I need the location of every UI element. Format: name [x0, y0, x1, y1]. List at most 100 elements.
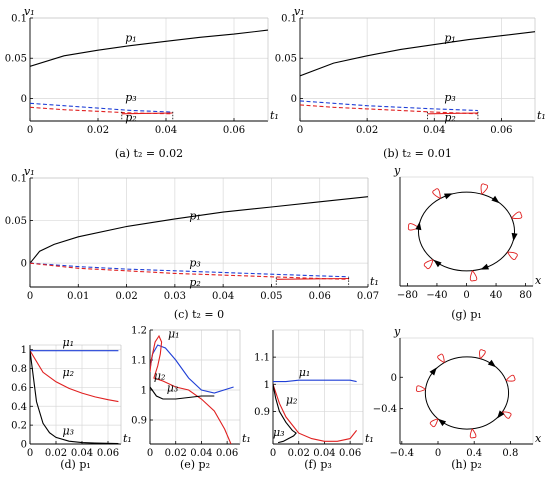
- x-axis-label: t₁: [242, 432, 251, 445]
- frame-g: [399, 176, 534, 287]
- series-label: p₃: [125, 91, 136, 104]
- series-label: p₂: [125, 111, 136, 124]
- panel-caption: (e) p₂: [180, 458, 210, 471]
- orbit-arrow: [480, 263, 489, 270]
- y-tick-label: 0.1: [281, 14, 297, 25]
- x-tick-label: 0: [27, 125, 33, 136]
- x-tick-label: 0.05: [260, 291, 282, 302]
- panel-caption: (g) p₁: [451, 308, 482, 321]
- series-μ₃: [30, 350, 119, 444]
- y-tick-label: 0: [21, 259, 27, 270]
- series-μ₁: [273, 379, 357, 383]
- y-tick-label: 0.4: [11, 402, 27, 413]
- orbit-arrow: [511, 232, 518, 242]
- panel-b: 0 0.02 0.04 0.06 0 0.05 0.1 t₁ v₁ p₁ p₃ p₂ (b) t₂ = …: [275, 5, 546, 160]
- y-axis-label: v₁: [294, 5, 305, 18]
- x-tick-label: 0.06: [309, 291, 331, 302]
- x-axis-label: t₁: [537, 109, 546, 122]
- y-axis-label: y: [393, 325, 401, 338]
- series-p₂: [30, 262, 349, 280]
- x-axis-label: x: [535, 274, 542, 287]
- x-tick-label: 0: [147, 448, 153, 459]
- panel-caption: (f) p₃: [304, 458, 332, 471]
- y-tick-label: 0.9: [254, 407, 270, 418]
- panel-caption: (d) p₁: [60, 458, 91, 471]
- panel-h: −0.4 0 0.4 0.8 0 −0.4 x y (h) p₂: [373, 325, 542, 471]
- series-p₁: [30, 29, 268, 67]
- series-label: μ₃: [273, 426, 285, 439]
- x-tick-label: 0: [27, 291, 33, 302]
- orbit-loop: [480, 183, 489, 195]
- series-label: p₂: [189, 276, 200, 289]
- orbit-arrow: [433, 259, 442, 268]
- series-p₂: [300, 104, 478, 115]
- y-tick-label: 0.1: [11, 174, 27, 185]
- y-tick-label: 0: [291, 94, 297, 105]
- orbit-loop: [437, 353, 445, 363]
- series-μ₂: [150, 334, 232, 444]
- y-tick-label: 0.05: [5, 54, 27, 65]
- orbit-loop: [507, 251, 518, 260]
- series-μ₃: [273, 384, 297, 444]
- y-tick-label: 0.05: [5, 216, 27, 227]
- x-axis-label: t₁: [365, 432, 374, 445]
- x-tick-label: 0.8: [502, 448, 518, 459]
- x-tick-label: 0.02: [45, 448, 67, 459]
- series-label: μ₃: [167, 382, 179, 395]
- x-tick-label: 0.02: [87, 125, 109, 136]
- x-tick-label: 0.01: [67, 291, 89, 302]
- series-p₃: [30, 262, 349, 278]
- orbit-arrow: [437, 418, 447, 427]
- orbit-circle: [417, 191, 516, 272]
- x-tick-label: 0.04: [190, 448, 212, 459]
- series-label: μ₂: [63, 366, 75, 379]
- orbit-loop: [469, 270, 478, 282]
- orbit-loop: [429, 418, 439, 428]
- y-tick-label: 0.9: [131, 416, 147, 427]
- orbit-loop: [407, 223, 419, 231]
- panel-f: 0 0.02 0.04 0.06 0.9 1 1.1 t₁ μ₁ μ₂ μ₃ (f) p₃: [254, 329, 374, 471]
- x-tick-label: 0.04: [212, 291, 234, 302]
- panel-caption: (a) t₂ = 0.02: [115, 147, 183, 160]
- x-tick-label: 0: [270, 448, 276, 459]
- x-tick-label: 0.06: [97, 448, 119, 459]
- x-tick-label: 0.06: [490, 125, 512, 136]
- series-segment: [427, 112, 478, 115]
- x-tick-label: 0.06: [216, 448, 238, 459]
- orbit-loop: [511, 211, 523, 220]
- orbit-loop: [432, 188, 441, 199]
- series-label: p₁: [125, 31, 136, 44]
- x-tick-label: 80: [519, 290, 532, 301]
- series-p₁: [30, 196, 368, 264]
- series-label: p₁: [189, 210, 200, 223]
- x-tick-label: 0.07: [357, 291, 379, 302]
- x-tick-label: 0: [435, 448, 441, 459]
- orbit-loop: [469, 428, 477, 439]
- orbit-arrow: [415, 221, 422, 231]
- series-p₁: [300, 31, 535, 77]
- orbit-arrow: [429, 367, 437, 376]
- x-axis-label: t₁: [123, 432, 132, 445]
- x-tick-label: 0.04: [313, 448, 335, 459]
- series-μ₂: [30, 350, 119, 403]
- series-label: μ₃: [63, 425, 75, 438]
- series-p₂: [30, 106, 173, 115]
- x-tick-label: 40: [490, 290, 503, 301]
- y-tick-label: 0.2: [11, 421, 27, 432]
- series-label: μ₂: [286, 393, 298, 406]
- panel-a: 0 0.02 0.04 0.06 0 0.05 0.1 t₁ v₁ p₁ p₃ p₂ (a) t₂ = …: [5, 5, 279, 160]
- y-tick-label: 0: [21, 440, 27, 451]
- x-tick-label: 0.02: [288, 448, 310, 459]
- y-tick-label: 0.1: [11, 14, 27, 25]
- orbit-circle: [424, 356, 510, 430]
- y-tick-label: 0.6: [11, 383, 27, 394]
- orbit-arrow: [444, 193, 453, 200]
- panel-caption: (c) t₂ = 0: [174, 308, 224, 321]
- x-tick-label: 0.04: [423, 125, 445, 136]
- series-segment: [121, 112, 173, 115]
- x-tick-label: 0.06: [223, 125, 245, 136]
- x-tick-label: 0.02: [115, 291, 137, 302]
- x-tick-label: 0.06: [339, 448, 361, 459]
